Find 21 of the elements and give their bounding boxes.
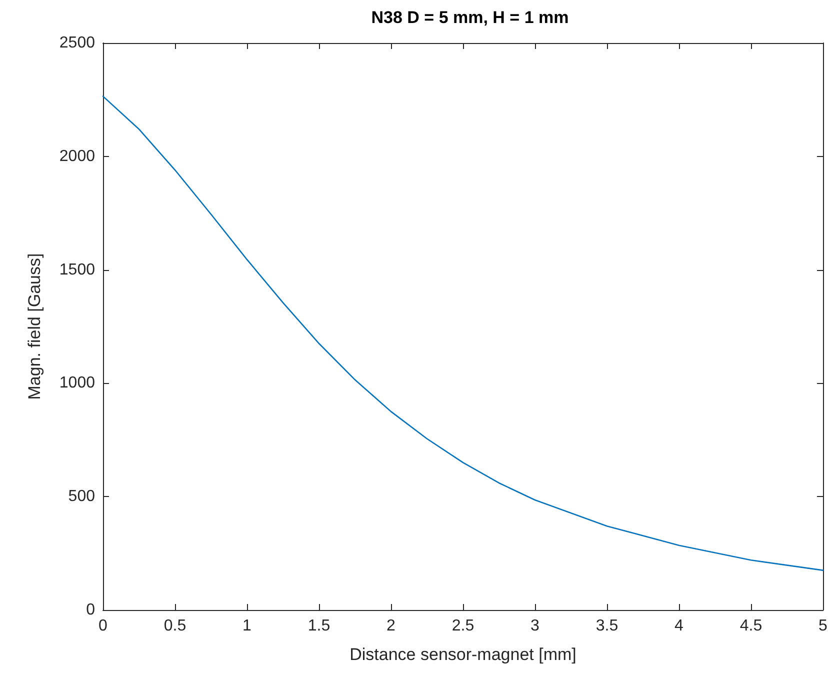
chart-title: N38 D = 5 mm, H = 1 mm bbox=[371, 8, 569, 27]
x-tick-label: 1.5 bbox=[308, 618, 330, 634]
y-tick-label: 2000 bbox=[59, 148, 96, 165]
line-series bbox=[102, 96, 824, 571]
x-tick-label: 2.5 bbox=[452, 618, 474, 634]
x-tick-label: 3 bbox=[530, 618, 540, 634]
y-tick-label: 0 bbox=[86, 602, 96, 618]
x-tick-label: 0 bbox=[98, 618, 108, 634]
y-tick-label: 2500 bbox=[59, 34, 96, 52]
y-axis-title: Magn. field [Gauss] bbox=[25, 253, 44, 400]
y-tick-label: 1000 bbox=[59, 374, 96, 392]
x-tick-label: 4.5 bbox=[740, 618, 762, 634]
x-axis-title: Distance sensor-magnet [mm] bbox=[350, 645, 576, 664]
x-tick-label: 3.5 bbox=[596, 618, 618, 634]
x-tick-label: 4 bbox=[674, 618, 684, 634]
x-tick-label: 0.5 bbox=[164, 618, 186, 634]
x-tick-label: 2 bbox=[386, 618, 396, 634]
y-tick-label: 1500 bbox=[59, 261, 96, 278]
x-tick-label: 1 bbox=[242, 618, 252, 634]
x-tick-label: 5 bbox=[818, 618, 828, 634]
y-tick-label: 500 bbox=[68, 488, 96, 506]
